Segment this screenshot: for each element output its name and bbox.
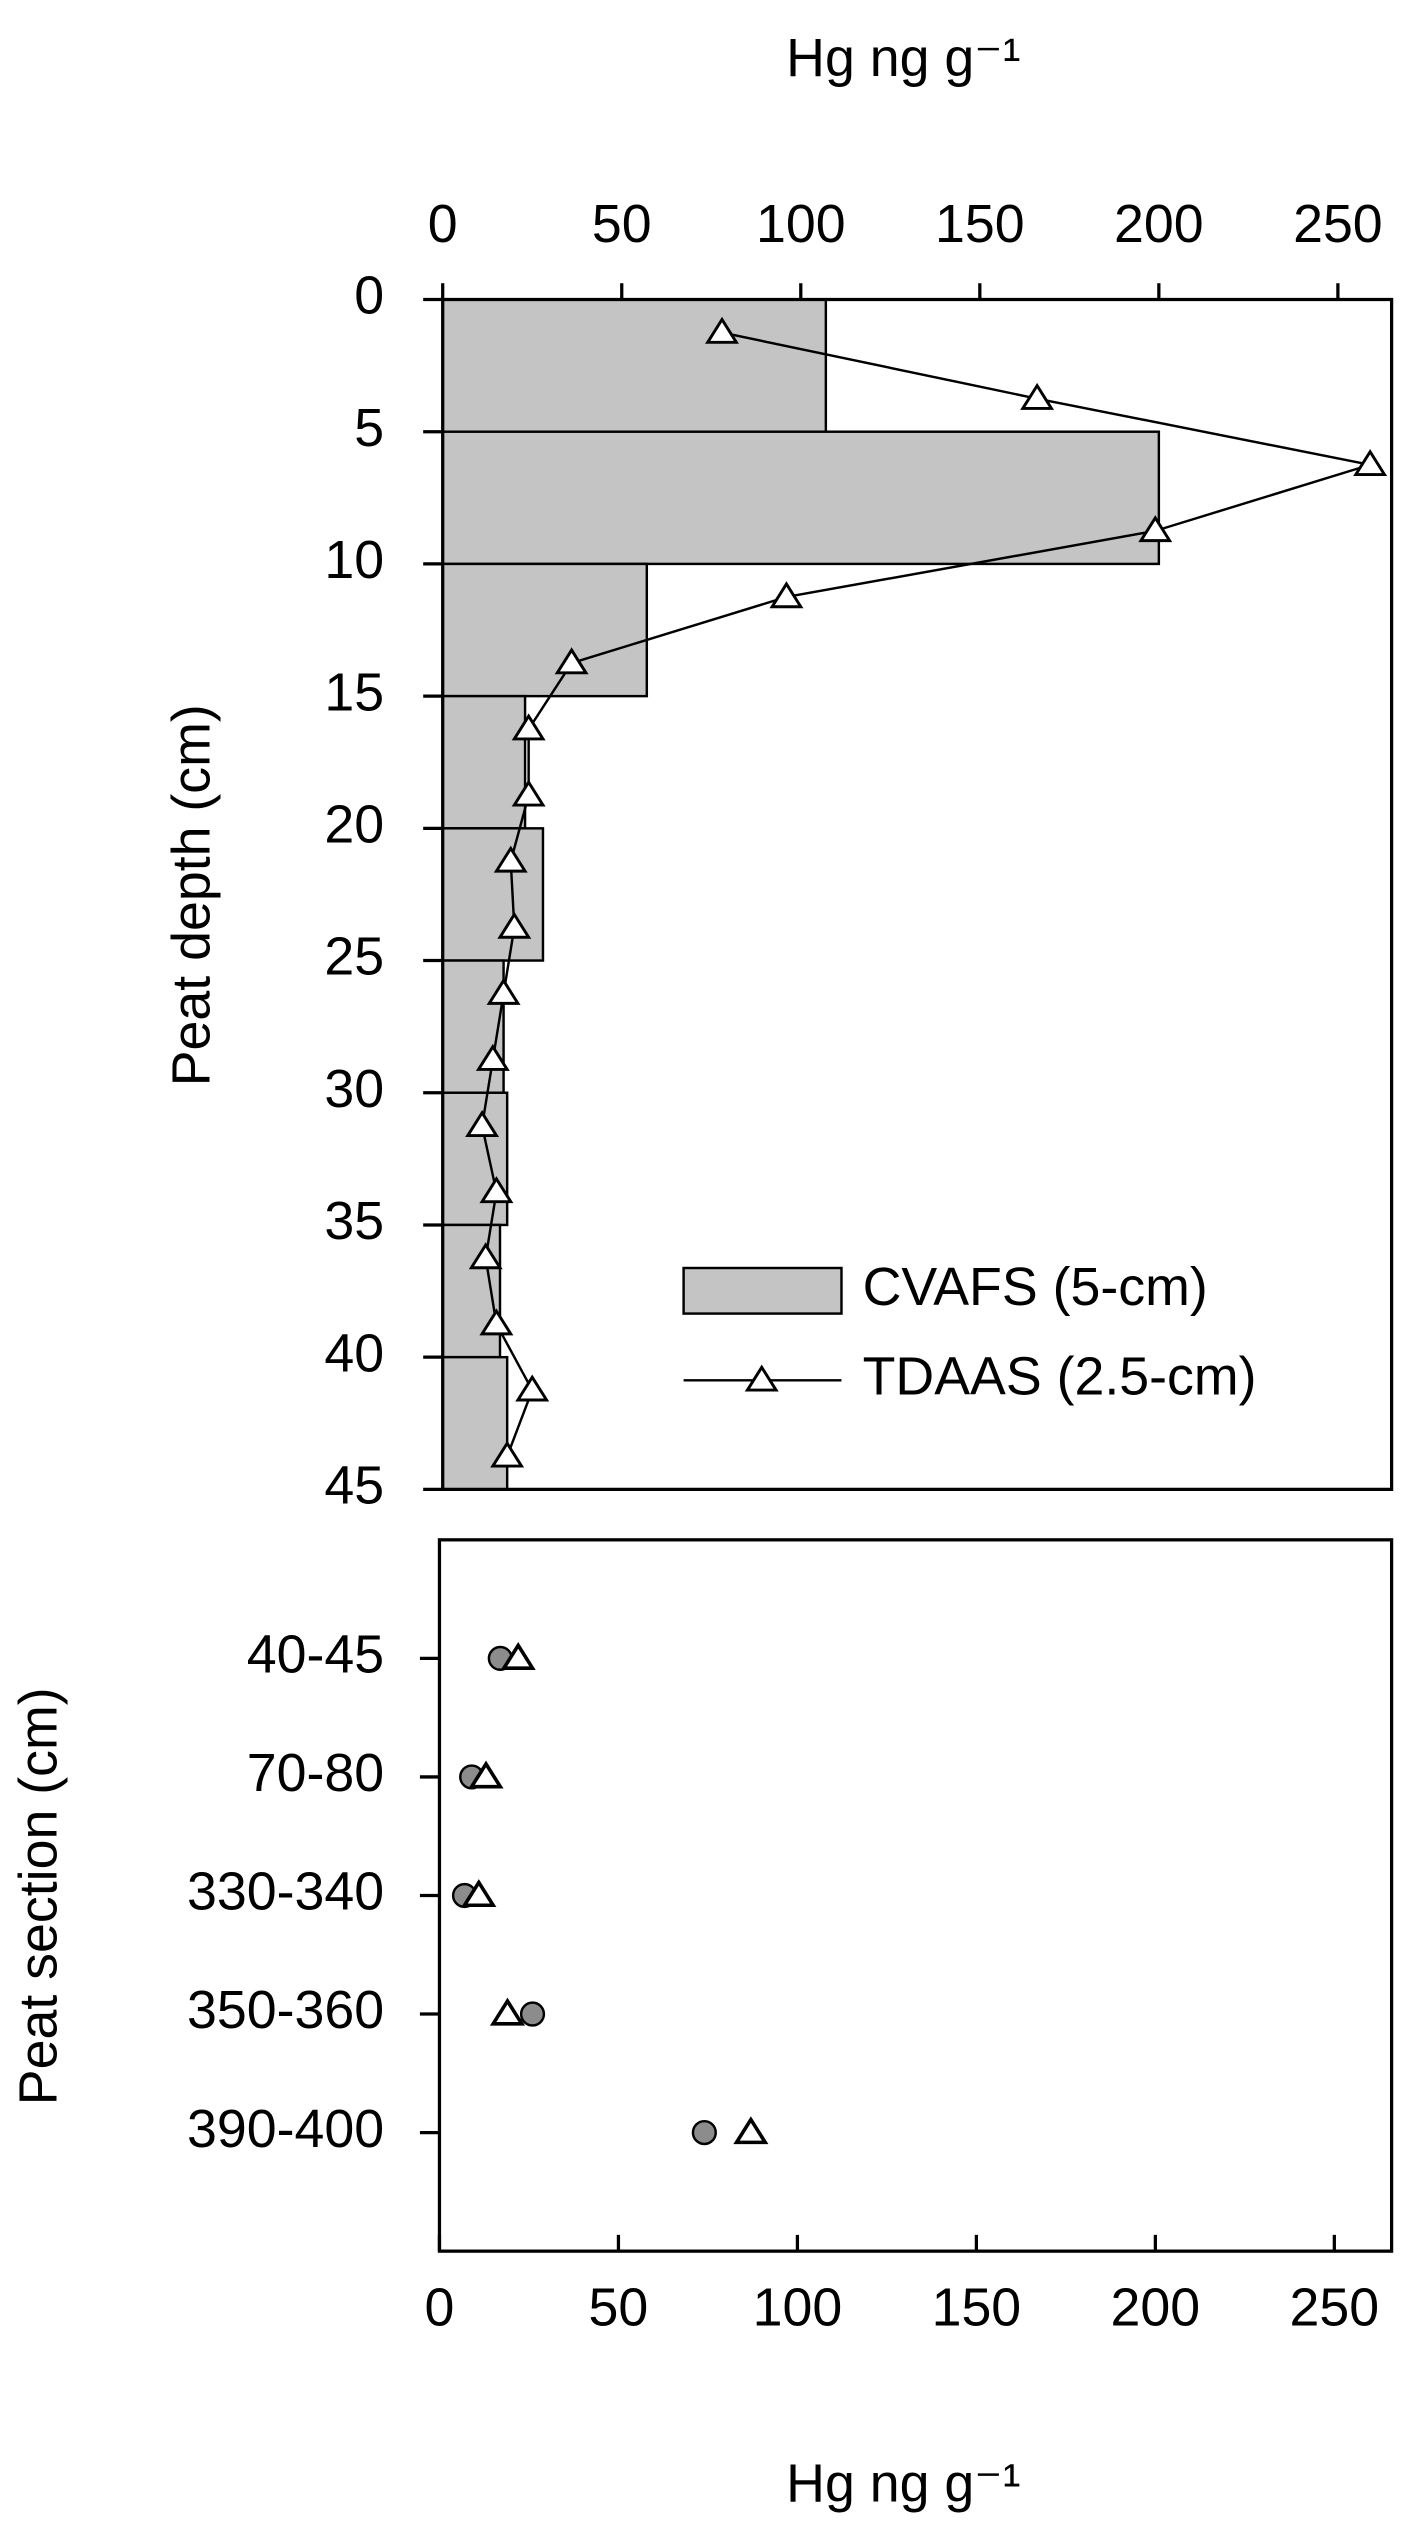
triangle-marker — [769, 581, 804, 609]
legend-swatch — [682, 1266, 843, 1315]
y-tick-label: 25 — [324, 927, 384, 987]
bar — [441, 1355, 509, 1491]
plot-frame — [437, 1538, 1394, 2253]
y-tick-label: 390-400 — [187, 2099, 384, 2159]
y-tick-label: 40-45 — [247, 1625, 384, 1685]
bottom-y-label: Peat section (cm) — [9, 1687, 69, 2105]
x-tick-label: 200 — [1111, 2278, 1201, 2338]
triangle-marker — [490, 1440, 525, 1468]
top-x-label: Hg ng g⁻¹ — [786, 28, 1020, 88]
x-tick-label: 150 — [935, 194, 1025, 254]
triangle-marker — [1353, 448, 1388, 476]
triangle-marker — [511, 779, 546, 807]
triangle-marker — [511, 713, 546, 741]
triangle-marker — [461, 1879, 497, 1908]
y-tick-label: 0 — [354, 266, 384, 326]
triangle-marker — [1138, 515, 1173, 543]
x-tick-label: 100 — [753, 2278, 843, 2338]
x-tick-label: 0 — [428, 194, 458, 254]
triangle-marker — [493, 845, 528, 873]
triangle-marker — [486, 977, 521, 1005]
triangle-marker — [475, 1043, 510, 1071]
triangle-marker — [497, 911, 532, 939]
bar — [441, 562, 649, 698]
x-tick-label: 100 — [756, 194, 846, 254]
y-tick-label: 45 — [324, 1456, 384, 1516]
circle-marker — [691, 2119, 717, 2146]
bar — [441, 1091, 509, 1227]
bottom-x-label: Hg ng g⁻¹ — [786, 2453, 1020, 2513]
triangle-marker — [733, 2116, 769, 2145]
bar — [441, 959, 505, 1094]
x-tick-label: 150 — [932, 2278, 1022, 2338]
plot-frame — [441, 297, 1394, 1491]
bar — [441, 430, 1161, 566]
y-tick-label: 5 — [354, 398, 384, 458]
y-tick-label: 70-80 — [247, 1743, 384, 1803]
triangle-marker — [705, 316, 739, 344]
triangle-marker — [515, 1374, 550, 1402]
circle-marker — [519, 2001, 546, 2027]
x-tick-label: 50 — [589, 2278, 649, 2338]
bar — [441, 827, 545, 962]
y-tick-label: 350-360 — [187, 1980, 384, 2040]
x-tick-label: 250 — [1290, 2278, 1380, 2338]
bar — [441, 694, 527, 830]
y-tick-label: 15 — [324, 662, 384, 722]
x-tick-label: 50 — [592, 194, 652, 254]
y-tick-label: 30 — [324, 1059, 384, 1119]
triangle-marker — [468, 1242, 503, 1270]
legend-label: CVAFS (5-cm) — [863, 1257, 1208, 1317]
top-y-label: Peat depth (cm) — [162, 704, 222, 1086]
x-tick-label: 250 — [1293, 194, 1383, 254]
y-tick-label: 10 — [324, 530, 384, 590]
y-tick-label: 20 — [324, 795, 384, 855]
x-tick-label: 0 — [425, 2278, 455, 2338]
triangle-marker — [465, 1110, 500, 1138]
y-tick-label: 35 — [324, 1191, 384, 1251]
x-tick-label: 200 — [1114, 194, 1204, 254]
bar — [441, 298, 828, 433]
triangle-marker — [479, 1176, 514, 1204]
legend-label: TDAAS (2.5-cm) — [863, 1346, 1257, 1406]
y-tick-label: 40 — [324, 1323, 384, 1383]
y-tick-label: 330-340 — [187, 1862, 384, 1922]
legend-marker — [744, 1364, 779, 1392]
triangle-marker — [489, 1997, 526, 2026]
triangle-marker — [554, 647, 589, 675]
triangle-marker — [500, 1641, 536, 1670]
triangle-marker — [1020, 382, 1055, 410]
triangle-marker — [468, 1760, 504, 1789]
triangle-marker — [479, 1308, 514, 1336]
